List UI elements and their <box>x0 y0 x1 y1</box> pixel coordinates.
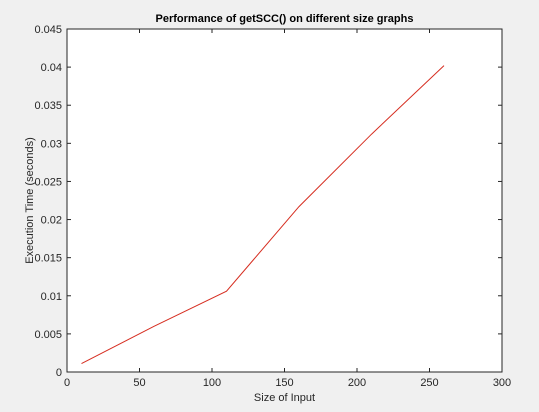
x-tick-label: 0 <box>64 377 70 389</box>
y-axis-title: Execution Time (seconds) <box>24 137 36 264</box>
y-tick-label: 0.02 <box>41 215 62 227</box>
y-tick-label: 0.035 <box>34 100 62 112</box>
y-tick-label: 0 <box>56 367 62 379</box>
x-tick-label: 50 <box>133 377 145 389</box>
x-tick-label: 100 <box>203 377 221 389</box>
axis-ticks: 0 50 100 150 200 250 300 0 0.005 0.01 0.015 0.02 0.0… <box>34 24 511 389</box>
y-tick-label: 0.04 <box>41 62 62 74</box>
x-axis-title: Size of Input <box>254 392 315 404</box>
x-tick-label: 150 <box>275 377 293 389</box>
y-tick-label: 0.005 <box>34 329 62 341</box>
y-tick-label: 0.015 <box>34 253 62 265</box>
y-tick-label: 0.025 <box>34 176 62 188</box>
y-tick-label: 0.01 <box>41 291 62 303</box>
x-tick-label: 200 <box>348 377 366 389</box>
plot-area <box>66 28 503 373</box>
y-tick-label: 0.03 <box>41 138 62 150</box>
x-tick-label: 300 <box>493 377 511 389</box>
y-tick-label: 0.045 <box>34 24 62 36</box>
series-layer <box>81 65 445 365</box>
series-line <box>81 65 445 365</box>
chart-title: Performance of getSCC() on different siz… <box>156 13 414 25</box>
x-tick-label: 250 <box>420 377 438 389</box>
